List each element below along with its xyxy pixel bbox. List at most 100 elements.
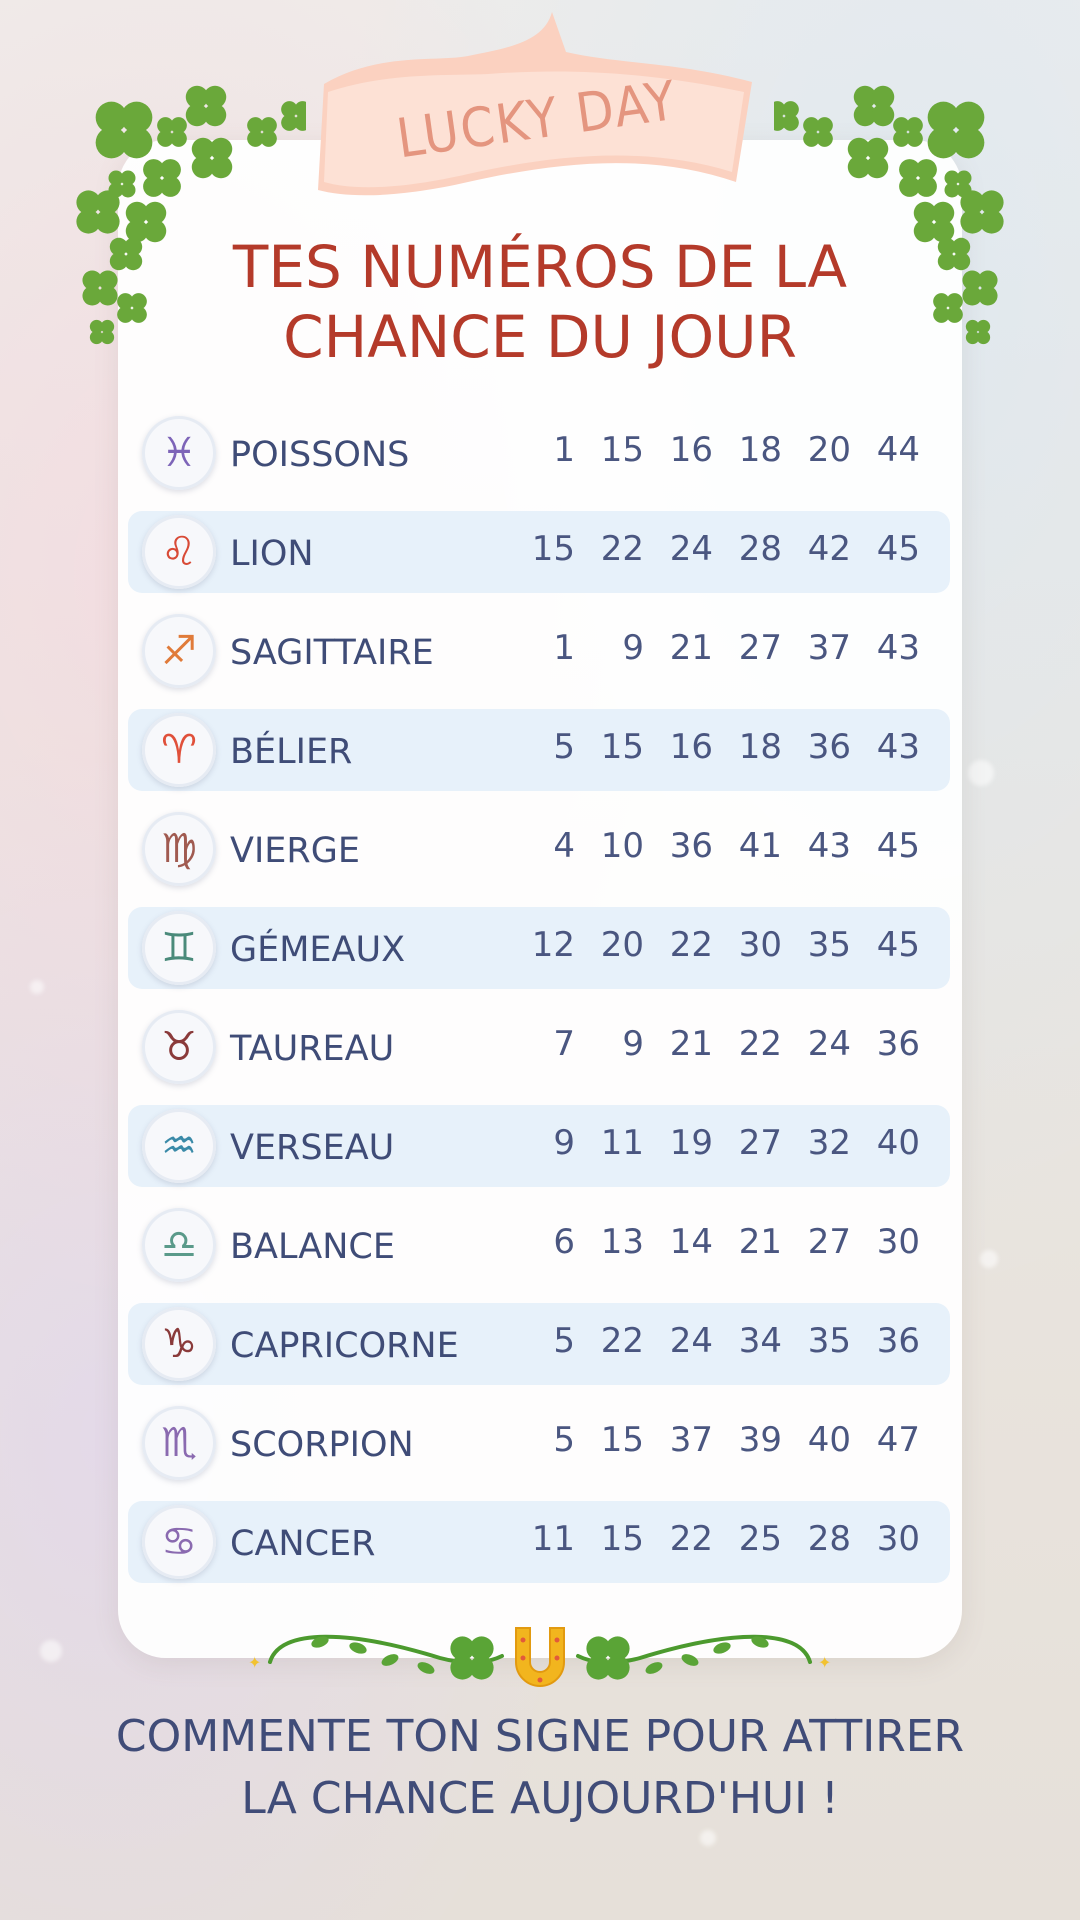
- lucky-number: 14: [669, 1222, 713, 1262]
- sign-name: CAPRICORNE: [230, 1326, 459, 1366]
- bokeh-light: [700, 1830, 716, 1846]
- lucky-number: 7: [553, 1024, 575, 1064]
- sign-row: ♈ BÉLIER 5 15 16 18 36 43: [128, 709, 950, 791]
- lucky-number: 15: [531, 529, 575, 569]
- capricorn-icon: ♑: [142, 1307, 216, 1381]
- lucky-number: 16: [669, 430, 713, 470]
- lucky-numbers: 7 9 21 22 24 36: [506, 1006, 920, 1088]
- sign-row: ♋ CANCER 11 15 22 25 28 30: [128, 1501, 950, 1583]
- lucky-number: 30: [738, 925, 782, 965]
- sign-name: SCORPION: [230, 1425, 414, 1465]
- lucky-number: 47: [876, 1420, 920, 1460]
- lucky-number: 30: [876, 1222, 920, 1262]
- lucky-number: 15: [600, 1420, 644, 1460]
- lucky-number: 40: [807, 1420, 851, 1460]
- lucky-numbers-card: [118, 140, 962, 1658]
- lucky-numbers: 15 22 24 28 42 45: [506, 511, 920, 593]
- lucky-number: 18: [738, 430, 782, 470]
- lucky-number: 43: [876, 628, 920, 668]
- sign-row: ♓ POISSONS 1 15 16 18 20 44: [128, 412, 950, 494]
- lucky-number: 37: [669, 1420, 713, 1460]
- call-to-action: COMMENTE TON SIGNE POUR ATTIRER LA CHANC…: [60, 1706, 1020, 1830]
- lucky-number: 32: [807, 1123, 851, 1163]
- lucky-number: 42: [807, 529, 851, 569]
- lucky-number: 20: [600, 925, 644, 965]
- lucky-number: 12: [531, 925, 575, 965]
- lucky-number: 21: [669, 628, 713, 668]
- sign-row: ♍ VIERGE 4 10 36 41 43 45: [128, 808, 950, 890]
- svg-text:✦: ✦: [248, 1653, 261, 1672]
- lucky-numbers: 1 9 21 27 37 43: [506, 610, 920, 692]
- lucky-number: 15: [600, 430, 644, 470]
- lucky-number: 27: [807, 1222, 851, 1262]
- lucky-numbers: 5 15 37 39 40 47: [506, 1402, 920, 1484]
- lucky-numbers: 5 15 16 18 36 43: [506, 709, 920, 791]
- libra-icon: ♎: [142, 1208, 216, 1282]
- lucky-numbers: 11 15 22 25 28 30: [506, 1501, 920, 1583]
- lucky-number: 36: [876, 1024, 920, 1064]
- lucky-number: 5: [553, 1321, 575, 1361]
- lucky-number: 25: [738, 1519, 782, 1559]
- lucky-number: 6: [553, 1222, 575, 1262]
- lucky-number: 1: [553, 628, 575, 668]
- lucky-number: 18: [738, 727, 782, 767]
- lucky-number: 5: [553, 727, 575, 767]
- lucky-number: 34: [738, 1321, 782, 1361]
- cancer-icon: ♋: [142, 1505, 216, 1579]
- ribbon-banner-icon: [318, 12, 752, 196]
- sign-name: GÉMEAUX: [230, 930, 406, 970]
- lucky-number: 15: [600, 1519, 644, 1559]
- lucky-number: 35: [807, 925, 851, 965]
- lucky-number: 45: [876, 826, 920, 866]
- sign-name: VERSEAU: [230, 1128, 395, 1168]
- lucky-number: 43: [876, 727, 920, 767]
- horseshoe-vine-icon: ✦ ✦: [248, 1627, 831, 1687]
- lucky-number: 37: [807, 628, 851, 668]
- lucky-number: 10: [600, 826, 644, 866]
- lucky-number: 16: [669, 727, 713, 767]
- lucky-number: 1: [553, 430, 575, 470]
- sagittarius-icon: ♐: [142, 614, 216, 688]
- lucky-numbers: 6 13 14 21 27 30: [506, 1204, 920, 1286]
- lucky-number: 24: [807, 1024, 851, 1064]
- pisces-icon: ♓: [142, 416, 216, 490]
- lucky-number: 9: [553, 1123, 575, 1163]
- lucky-number: 43: [807, 826, 851, 866]
- lucky-number: 21: [738, 1222, 782, 1262]
- taurus-icon: ♉: [142, 1010, 216, 1084]
- lucky-numbers: 9 11 19 27 32 40: [506, 1105, 920, 1187]
- lucky-number: 24: [669, 529, 713, 569]
- title-line-2: CHANCE DU JOUR: [283, 303, 797, 371]
- lucky-number: 35: [807, 1321, 851, 1361]
- virgo-icon: ♍: [142, 812, 216, 886]
- sign-name: SAGITTAIRE: [230, 633, 434, 673]
- scorpio-icon: ♏: [142, 1406, 216, 1480]
- lucky-number: 28: [807, 1519, 851, 1559]
- sign-name: CANCER: [230, 1524, 376, 1564]
- lucky-number: 39: [738, 1420, 782, 1460]
- page-title: TES NUMÉROS DE LA CHANCE DU JOUR: [140, 232, 940, 372]
- lucky-number: 15: [600, 727, 644, 767]
- sign-row: ♒ VERSEAU 9 11 19 27 32 40: [128, 1105, 950, 1187]
- cta-line-2: LA CHANCE AUJOURD'HUI !: [241, 1773, 839, 1824]
- lucky-number: 21: [669, 1024, 713, 1064]
- sign-row: ♎ BALANCE 6 13 14 21 27 30: [128, 1204, 950, 1286]
- sign-name: LION: [230, 534, 314, 574]
- aries-icon: ♈: [142, 713, 216, 787]
- lucky-number: 22: [669, 1519, 713, 1559]
- lucky-number: 22: [738, 1024, 782, 1064]
- bokeh-light: [980, 1250, 998, 1268]
- lucky-number: 40: [876, 1123, 920, 1163]
- sign-row: ♑ CAPRICORNE 5 22 24 34 35 36: [128, 1303, 950, 1385]
- aquarius-icon: ♒: [142, 1109, 216, 1183]
- svg-text:✦: ✦: [818, 1653, 831, 1672]
- lucky-number: 5: [553, 1420, 575, 1460]
- lucky-number: 27: [738, 1123, 782, 1163]
- sign-row: ♌ LION 15 22 24 28 42 45: [128, 511, 950, 593]
- lucky-number: 44: [876, 430, 920, 470]
- lucky-number: 20: [807, 430, 851, 470]
- leo-icon: ♌: [142, 515, 216, 589]
- lucky-number: 22: [669, 925, 713, 965]
- sign-name: TAUREAU: [230, 1029, 395, 1069]
- sign-row: ♏ SCORPION 5 15 37 39 40 47: [128, 1402, 950, 1484]
